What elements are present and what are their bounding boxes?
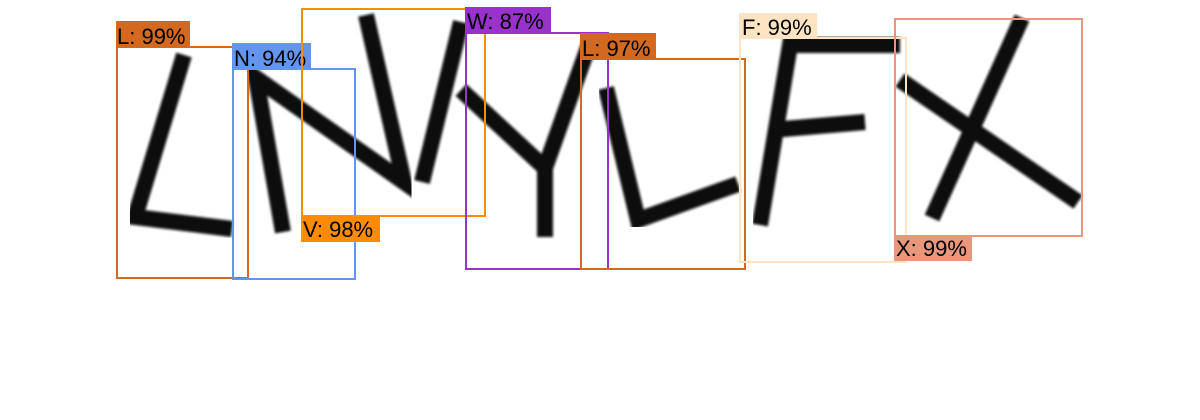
label-background	[465, 7, 551, 34]
detection-label: F: 99%	[742, 15, 812, 40]
bounding-box	[894, 18, 1083, 237]
detection-l-1: L: 99%	[116, 21, 249, 279]
bounding-box	[739, 37, 907, 263]
stroke-letter-n	[244, 13, 417, 234]
detection-label: W: 87%	[467, 9, 544, 34]
label-background	[580, 33, 656, 60]
bounding-box	[580, 58, 746, 270]
stroke-letter-w	[414, 20, 598, 237]
label-background	[894, 235, 972, 261]
detection-w: W: 87%	[465, 7, 609, 270]
detection-label: X: 99%	[896, 236, 967, 261]
bounding-box	[301, 8, 486, 217]
label-background	[232, 43, 311, 70]
detection-n: N: 94%	[232, 43, 356, 280]
stroke-letter-x	[895, 14, 1083, 222]
handwriting-strokes	[124, 13, 1083, 237]
label-background	[739, 13, 817, 39]
detection-x: X: 99%	[894, 18, 1083, 261]
stroke-letter-l-2	[598, 86, 741, 231]
detection-l-2: L: 97%	[580, 33, 746, 270]
stroke-letter-f	[752, 37, 900, 227]
detection-label: N: 94%	[234, 46, 306, 71]
label-background	[301, 215, 380, 242]
detection-label: L: 99%	[117, 24, 186, 49]
stroke-letter-l-1	[124, 52, 233, 237]
detection-label: V: 98%	[303, 217, 373, 242]
detection-v: V: 98%	[301, 8, 486, 242]
detection-label: L: 97%	[582, 36, 651, 61]
label-background	[116, 21, 190, 48]
detection-f: F: 99%	[739, 13, 907, 263]
